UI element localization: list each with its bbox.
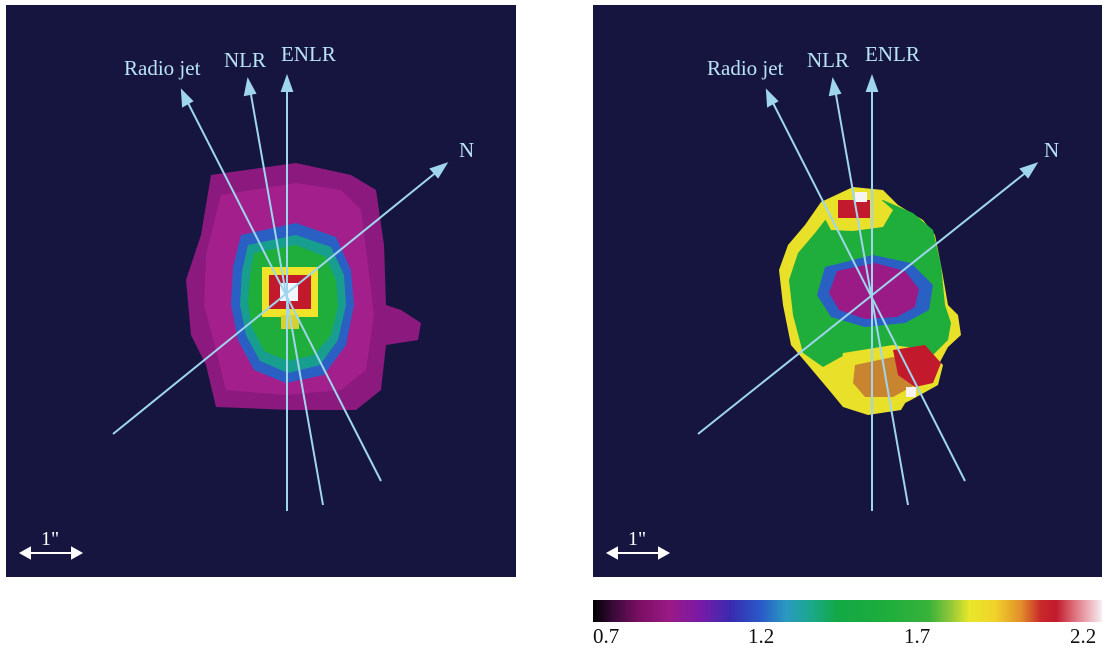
magenta-center-region <box>829 263 919 319</box>
north-label: N <box>459 138 474 162</box>
scale-bar-label: 1" <box>628 528 646 550</box>
scale-bar <box>605 546 671 560</box>
nlr-arrowhead <box>828 77 842 97</box>
radio-jet-arrowhead <box>765 88 779 108</box>
scale-bar-label: 1" <box>41 528 59 550</box>
north-arrowhead <box>429 162 449 179</box>
radio-jet-arrowhead <box>180 88 194 108</box>
enlr-arrowhead <box>280 74 294 92</box>
north-axis-line <box>697 169 1030 435</box>
nlr-label: NLR <box>224 48 266 72</box>
colorbar-gradient <box>593 600 1102 622</box>
north-label: N <box>1044 138 1059 162</box>
enlr-label: ENLR <box>281 42 336 66</box>
red-north-patch <box>838 200 870 218</box>
north-axis-line <box>112 169 440 435</box>
red-south-region <box>893 345 941 387</box>
radio-jet-axis-line <box>185 98 382 482</box>
radio-jet-label: Radio jet <box>707 56 784 80</box>
enlr-label: ENLR <box>865 42 920 66</box>
nlr-arrowhead <box>243 77 257 97</box>
north-arrowhead <box>1019 162 1039 179</box>
right-image-panel: Radio jet NLR ENLR N 1" <box>593 5 1102 577</box>
radio-jet-axis-line <box>770 98 966 482</box>
white-south-patch <box>906 387 916 397</box>
colorbar-legend: 0.7 1.2 1.7 2.2 <box>593 600 1102 650</box>
nlr-label: NLR <box>807 48 849 72</box>
colorbar-tick-1: 1.2 <box>748 624 775 648</box>
colorbar-tick-0: 0.7 <box>593 624 620 648</box>
left-image-panel: Radio jet NLR ENLR N 1" <box>6 5 516 577</box>
right-ratio-map: Radio jet NLR ENLR N 1" <box>605 42 1059 560</box>
left-emission-map: Radio jet NLR ENLR N 1" <box>18 42 474 560</box>
radio-jet-label: Radio jet <box>124 56 201 80</box>
colorbar-tick-2: 1.7 <box>904 624 931 648</box>
colorbar-tick-3: 2.2 <box>1070 624 1097 648</box>
enlr-arrowhead <box>865 74 879 92</box>
scale-bar <box>18 546 84 560</box>
white-north-patch <box>855 192 867 202</box>
